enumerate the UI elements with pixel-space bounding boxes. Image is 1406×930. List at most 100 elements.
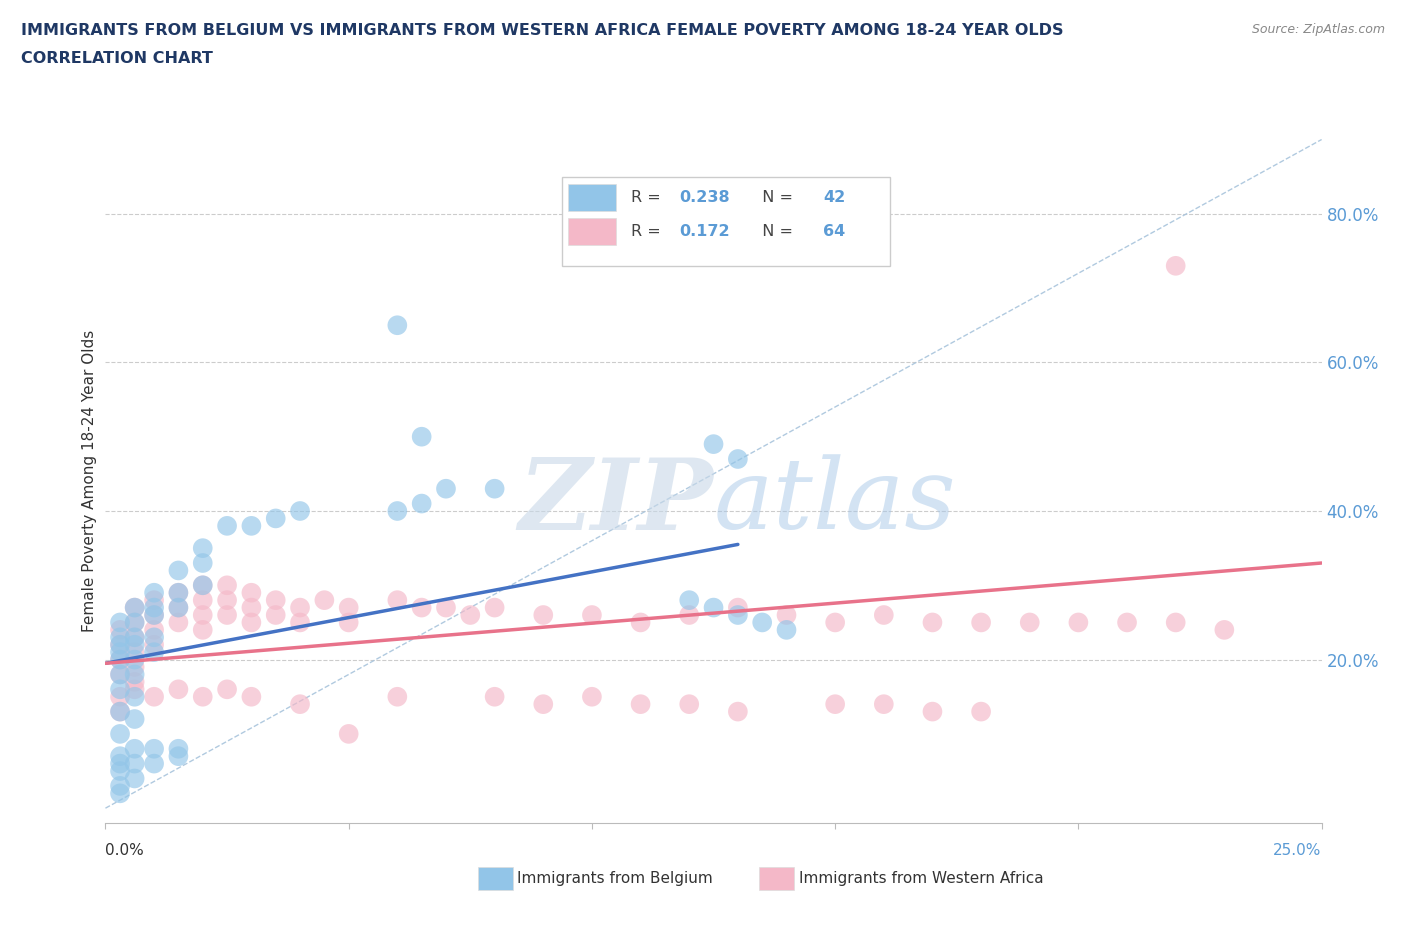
- Point: [240, 600, 263, 615]
- Point: [167, 600, 190, 615]
- Point: [411, 496, 433, 511]
- Text: 42: 42: [823, 190, 845, 206]
- Point: [191, 689, 214, 704]
- Point: [581, 689, 603, 704]
- Point: [434, 600, 457, 615]
- Point: [387, 592, 409, 607]
- Point: [108, 667, 131, 682]
- Point: [264, 511, 287, 525]
- Point: [191, 607, 214, 622]
- Point: [1018, 615, 1040, 630]
- Point: [124, 741, 146, 756]
- Point: [108, 778, 131, 793]
- Point: [124, 667, 146, 682]
- Point: [217, 682, 239, 697]
- Point: [531, 607, 554, 622]
- Point: [630, 697, 652, 711]
- Point: [191, 555, 214, 570]
- Point: [143, 637, 166, 652]
- Point: [751, 615, 773, 630]
- Point: [531, 697, 554, 711]
- Point: [143, 756, 166, 771]
- Point: [108, 689, 131, 704]
- Point: [264, 592, 287, 607]
- Point: [264, 607, 287, 622]
- Point: [1067, 615, 1090, 630]
- Point: [702, 437, 725, 452]
- Text: R =: R =: [631, 224, 665, 239]
- Point: [191, 592, 214, 607]
- Point: [143, 644, 166, 659]
- Point: [411, 600, 433, 615]
- Point: [143, 607, 166, 622]
- Point: [143, 592, 166, 607]
- Text: 25.0%: 25.0%: [1274, 844, 1322, 858]
- Text: Immigrants from Belgium: Immigrants from Belgium: [517, 871, 713, 886]
- Point: [1164, 259, 1187, 273]
- Point: [337, 600, 360, 615]
- Point: [1116, 615, 1139, 630]
- Point: [108, 667, 131, 682]
- Text: N =: N =: [752, 190, 799, 206]
- Point: [108, 615, 131, 630]
- Point: [124, 689, 146, 704]
- Point: [288, 697, 311, 711]
- Point: [108, 637, 131, 652]
- Point: [167, 615, 190, 630]
- Point: [775, 607, 797, 622]
- Text: 0.0%: 0.0%: [105, 844, 145, 858]
- Point: [124, 600, 146, 615]
- Point: [124, 630, 146, 644]
- Point: [191, 578, 214, 592]
- Point: [630, 615, 652, 630]
- FancyBboxPatch shape: [568, 184, 616, 211]
- Point: [288, 503, 311, 518]
- Point: [727, 452, 749, 467]
- Point: [970, 615, 993, 630]
- Point: [108, 749, 131, 764]
- Point: [143, 600, 166, 615]
- Point: [1213, 622, 1236, 637]
- Text: CORRELATION CHART: CORRELATION CHART: [21, 51, 212, 66]
- Point: [124, 615, 146, 630]
- Point: [143, 585, 166, 600]
- Point: [775, 622, 797, 637]
- Point: [108, 622, 131, 637]
- Point: [108, 704, 131, 719]
- Point: [217, 607, 239, 622]
- Text: 0.172: 0.172: [679, 224, 730, 239]
- Point: [970, 704, 993, 719]
- Point: [167, 600, 190, 615]
- Point: [124, 756, 146, 771]
- Point: [108, 786, 131, 801]
- Point: [108, 644, 131, 659]
- Point: [288, 600, 311, 615]
- Text: 64: 64: [823, 224, 845, 239]
- Text: N =: N =: [752, 224, 799, 239]
- FancyBboxPatch shape: [568, 219, 616, 246]
- Text: IMMIGRANTS FROM BELGIUM VS IMMIGRANTS FROM WESTERN AFRICA FEMALE POVERTY AMONG 1: IMMIGRANTS FROM BELGIUM VS IMMIGRANTS FR…: [21, 23, 1063, 38]
- Point: [484, 689, 506, 704]
- Point: [411, 430, 433, 445]
- Point: [108, 682, 131, 697]
- Point: [678, 607, 700, 622]
- Point: [240, 689, 263, 704]
- Point: [387, 689, 409, 704]
- Point: [217, 592, 239, 607]
- Point: [484, 481, 506, 496]
- Point: [191, 578, 214, 592]
- Point: [143, 630, 166, 644]
- Point: [240, 518, 263, 533]
- Point: [337, 615, 360, 630]
- Point: [167, 585, 190, 600]
- Point: [124, 652, 146, 667]
- Point: [387, 318, 409, 333]
- Point: [108, 637, 131, 652]
- Point: [167, 741, 190, 756]
- Point: [434, 481, 457, 496]
- Point: [1164, 615, 1187, 630]
- Point: [921, 615, 943, 630]
- Text: atlas: atlas: [713, 454, 956, 550]
- Point: [458, 607, 481, 622]
- Y-axis label: Female Poverty Among 18-24 Year Olds: Female Poverty Among 18-24 Year Olds: [82, 330, 97, 632]
